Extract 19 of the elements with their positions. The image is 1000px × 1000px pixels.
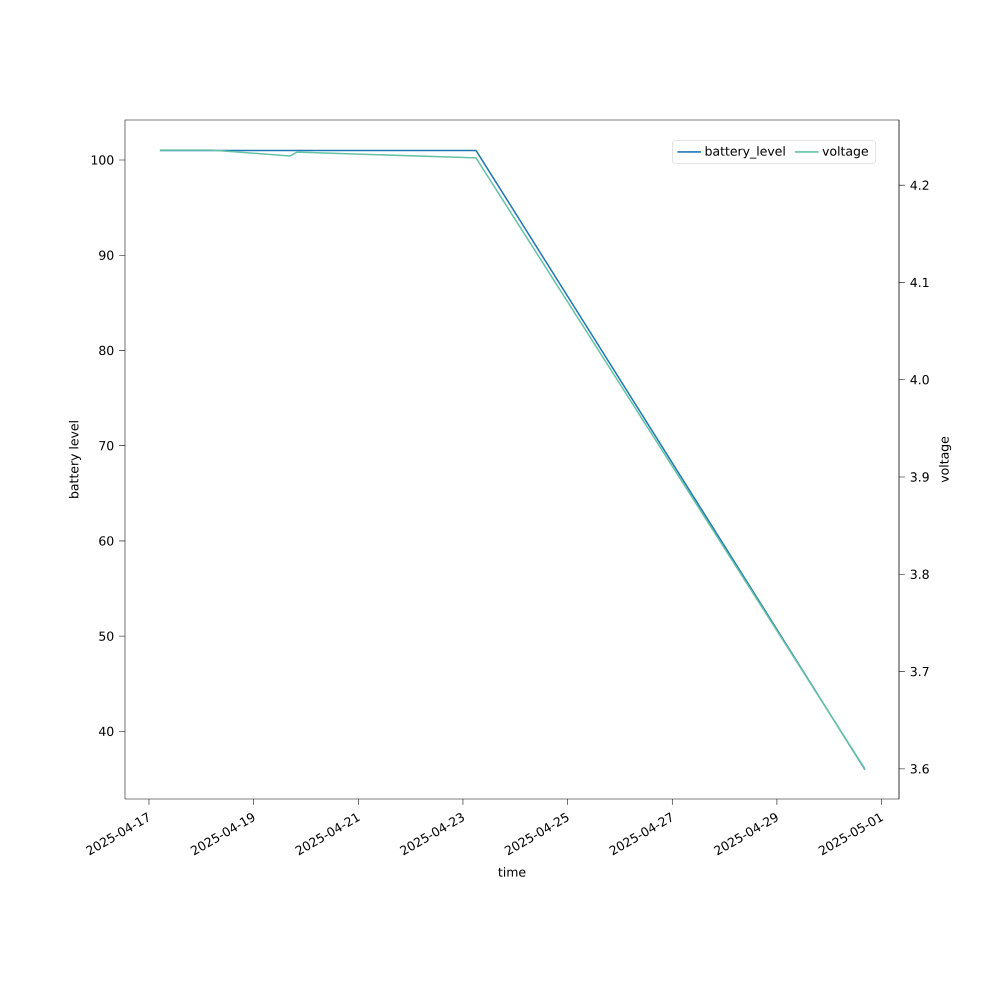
y-tick-label: 80 bbox=[99, 346, 114, 356]
y2-tick-label: 4.1 bbox=[910, 278, 928, 287]
y2-axis-title: voltage bbox=[939, 436, 952, 482]
y-tick-label: 40 bbox=[98, 726, 114, 736]
y-tick-label: 90 bbox=[99, 250, 114, 260]
y2-tick-label: 4.2 bbox=[910, 180, 928, 190]
y-tick-label: 100 bbox=[92, 155, 114, 165]
y-tick-label: 50 bbox=[99, 631, 114, 641]
legend-label: voltage bbox=[822, 146, 868, 158]
y2-tick-label: 4.0 bbox=[910, 375, 929, 384]
y-axis-title: battery level bbox=[68, 421, 81, 498]
x-axis-title: time bbox=[498, 867, 526, 877]
y-tick-label: 60 bbox=[99, 536, 114, 546]
y2-tick-label: 3.6 bbox=[910, 764, 929, 774]
y2-tick-label: 3.9 bbox=[910, 472, 929, 482]
y-tick-label: 70 bbox=[99, 440, 114, 450]
y2-tick-label: 3.8 bbox=[910, 570, 929, 579]
y2-tick-label: 3.7 bbox=[910, 666, 929, 676]
legend-label: battery_level bbox=[706, 146, 785, 159]
